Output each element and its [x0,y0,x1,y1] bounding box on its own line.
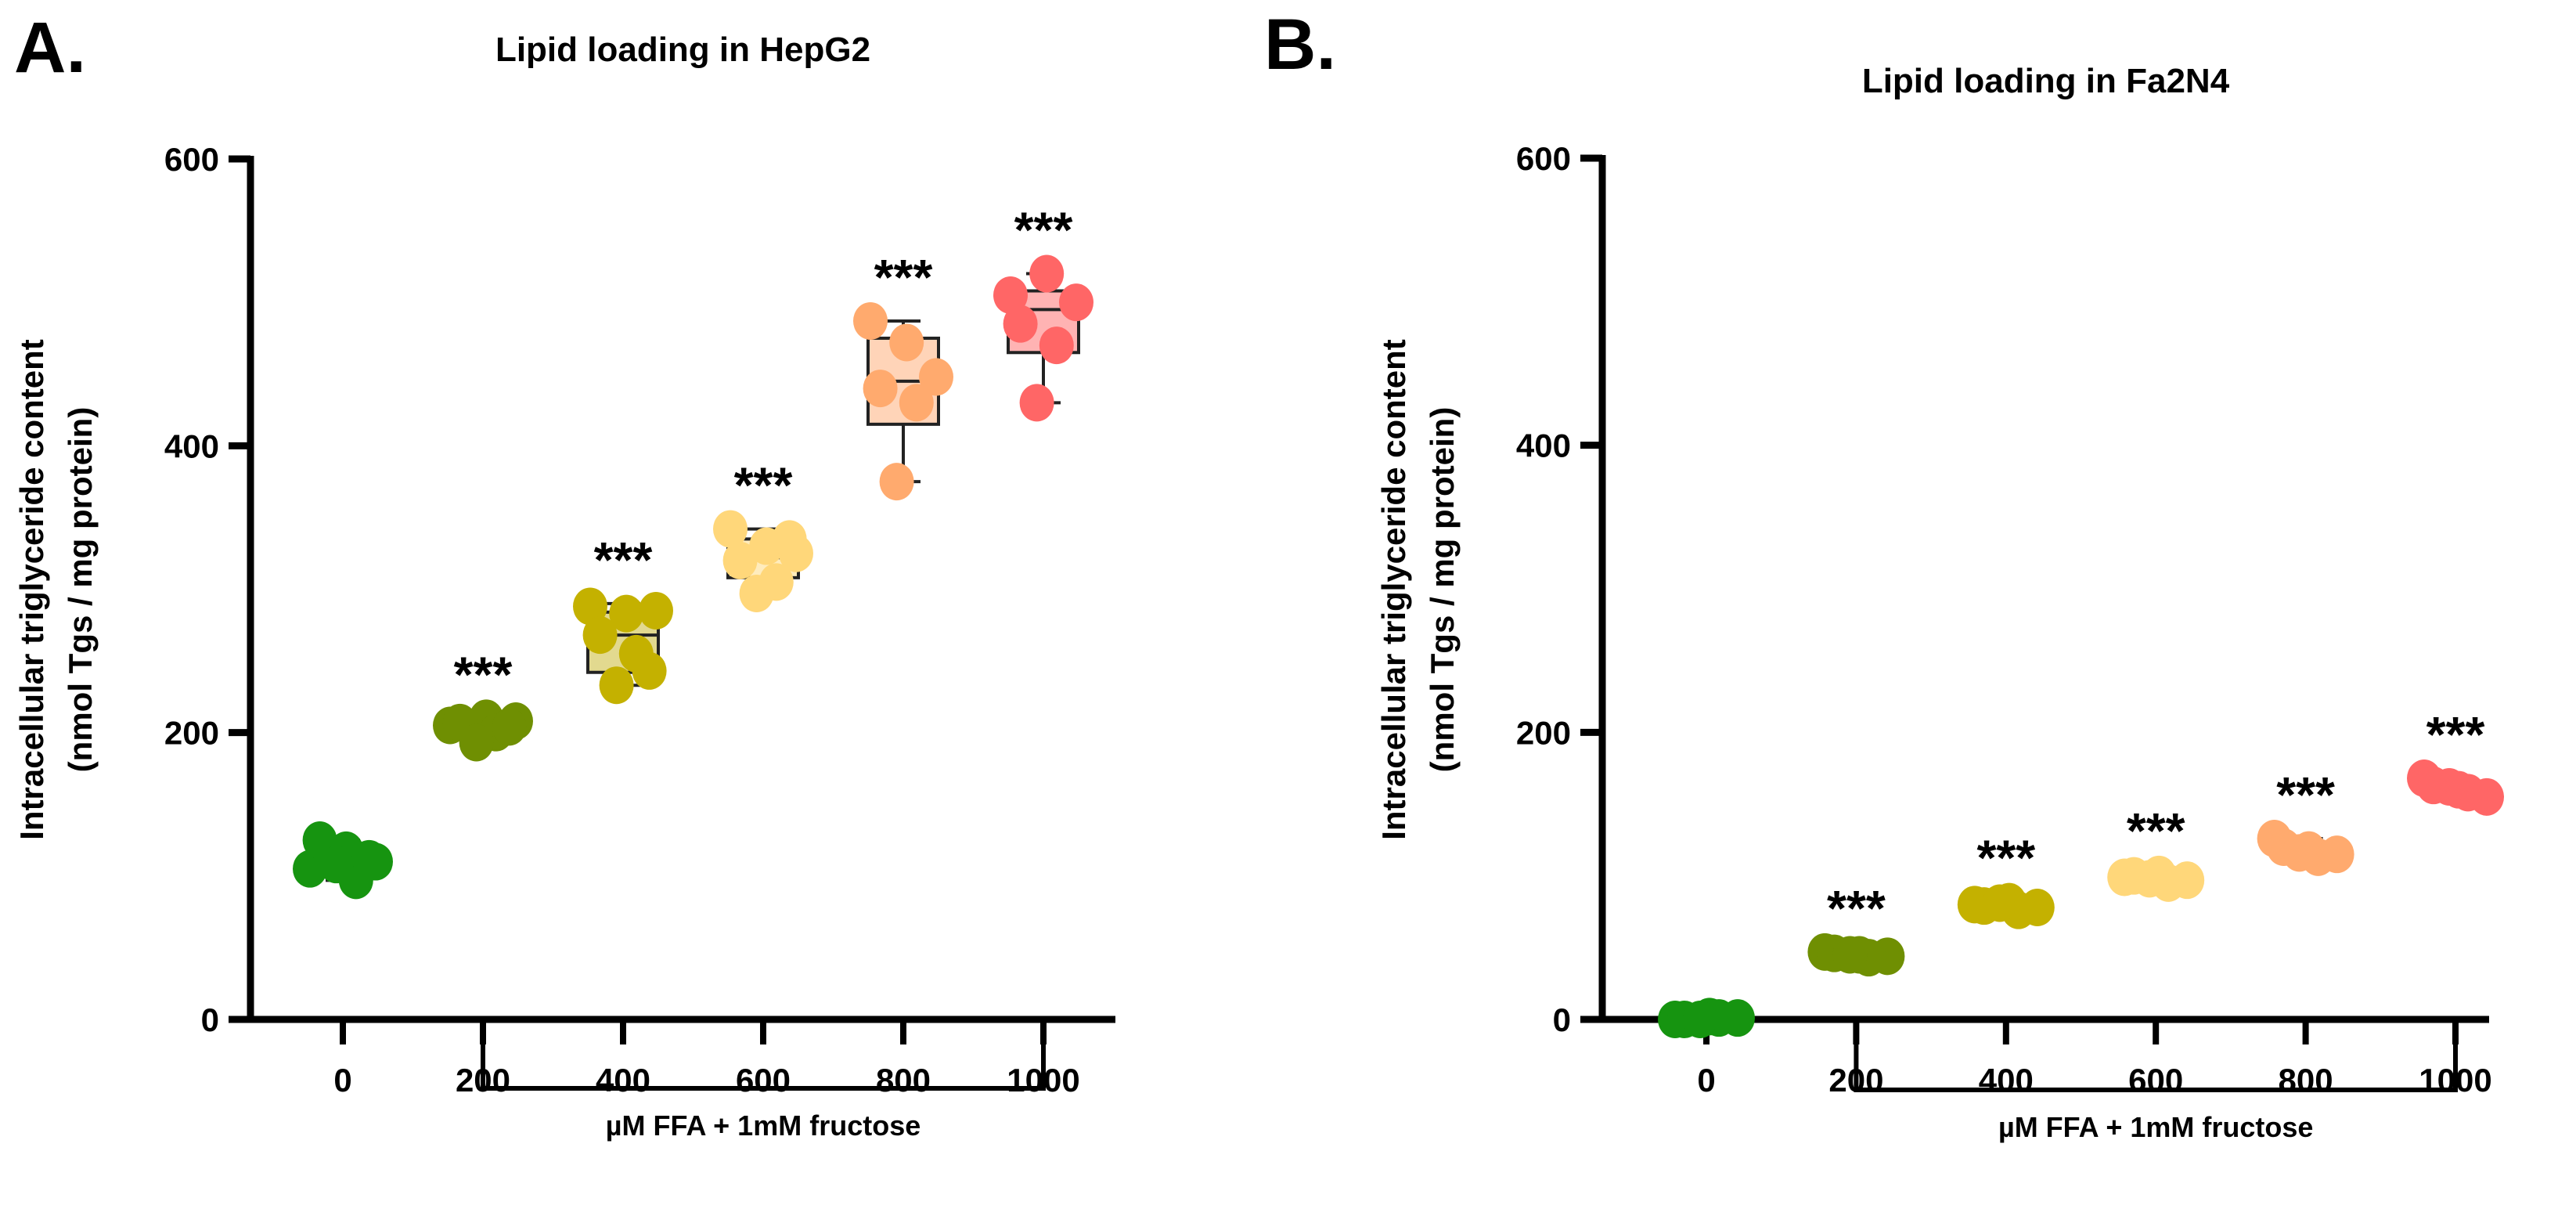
x-tick-label: 0 [333,1062,351,1099]
data-point [599,666,634,705]
data-point [2282,834,2317,872]
group-400: *** [573,532,673,705]
y-axis-label-units: (nmol Tgs / mg protein) [1424,407,1461,773]
data-point [713,510,748,548]
y-tick-label: 200 [164,715,219,752]
x-tick-label: 400 [596,1062,650,1099]
data-point [863,370,898,408]
data-point [1982,884,2017,922]
panel-letter: A. [14,8,86,88]
data-point [1039,326,1074,365]
x-tick-label: 600 [2128,1062,2183,1099]
data-point [609,594,644,633]
data-point [459,723,494,762]
data-point [919,358,953,396]
x-axis-label: µM FFA + 1mM fructose [606,1109,921,1142]
group-200: *** [433,646,533,762]
data-point [582,616,618,655]
significance-marker: *** [2276,767,2335,823]
data-point [492,708,527,746]
data-point [1003,305,1038,343]
significance-marker: *** [594,532,653,588]
x-axis-label: µM FFA + 1mM fructose [1998,1111,2313,1143]
significance-marker: *** [2127,803,2185,859]
chart-title: Lipid loading in HepG2 [495,31,870,69]
data-point [1029,254,1065,293]
group-600: *** [713,457,813,612]
data-point [1059,283,1093,322]
data-point [853,301,888,340]
group-600: *** [2107,803,2205,902]
group-800: *** [853,249,953,501]
x-tick-label: 800 [876,1062,931,1099]
group-400: *** [1957,830,2055,929]
treatment-bracket [481,1034,1046,1091]
group-1000: *** [2407,706,2504,816]
panel-a: A. Lipid loading in HepG2 Intracellular tr… [13,8,1115,1142]
data-point [293,850,327,888]
y-tick-label: 600 [164,141,219,178]
data-point [2432,768,2466,806]
data-point [1683,1001,1717,1038]
significance-marker: *** [1827,880,1886,936]
data-point [319,846,354,884]
data-point [2132,860,2167,898]
y-axis-label: Intracellular triglyceride content [1375,339,1412,840]
data-point [772,520,807,558]
data-point [899,384,934,422]
data-point [722,541,758,579]
y-tick-label: 600 [1516,140,1571,177]
y-tick-label: 400 [164,428,219,464]
treatment-bracket [1854,1034,2458,1092]
group-0 [293,821,393,900]
y-axis-label: Intracellular triglyceride content [13,339,50,840]
data-point [639,591,673,630]
x-tick-label: 400 [1979,1062,2034,1099]
group-1000: *** [993,202,1093,422]
significance-marker: *** [1976,830,2035,886]
data-point [1832,936,1868,974]
data-point [573,587,607,626]
chart-title: Lipid loading in Fa2N4 [1862,62,2230,100]
significance-marker: *** [2426,706,2485,763]
panel-letter: B. [1264,5,1336,85]
data-point [1019,384,1054,422]
group-200: *** [1807,880,1905,977]
y-axis-label-units: (nmol Tgs / mg protein) [62,407,99,773]
panel-b: B. Lipid loading in Fa2N4 Intracellular tr… [1264,5,2504,1143]
group-0 [1658,998,1755,1038]
y-tick-label: 0 [201,1001,219,1038]
x-tick-label: 0 [1697,1062,1715,1099]
y-tick-label: 0 [1553,1001,1571,1038]
data-point [879,463,914,501]
group-800: *** [2257,767,2354,876]
x-tick-label: 600 [736,1062,791,1099]
significance-marker: *** [1014,202,1073,258]
data-point [351,839,387,878]
y-tick-label: 400 [1516,428,1571,464]
x-tick-label: 800 [2279,1062,2333,1099]
significance-marker: *** [454,646,513,702]
significance-marker: *** [874,249,933,305]
data-point [739,574,774,612]
data-point [993,276,1028,315]
data-point [889,323,924,362]
significance-marker: *** [734,457,793,514]
y-tick-label: 200 [1516,714,1571,751]
data-point [632,651,667,690]
